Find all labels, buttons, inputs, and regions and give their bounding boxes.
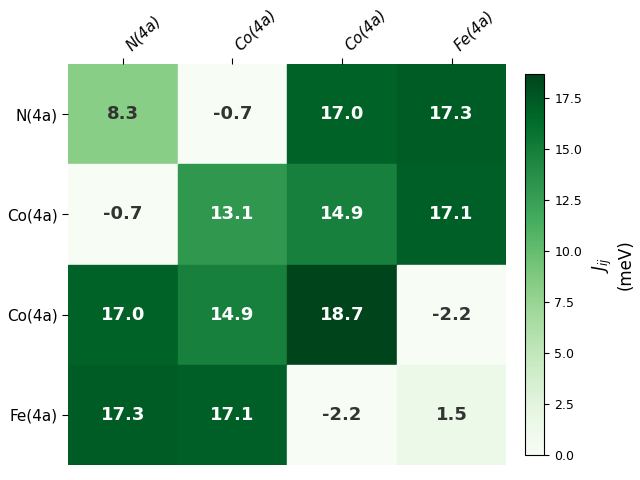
Bar (68, 64, 178, 164)
Bar (68, 365, 178, 465)
Text: 14.9: 14.9 (320, 205, 364, 224)
Bar (68, 164, 178, 264)
Y-axis label: $\mathit{J}_{ij}$
(meV): $\mathit{J}_{ij}$ (meV) (591, 239, 634, 290)
Bar (287, 64, 397, 164)
Bar (178, 365, 287, 465)
Bar (178, 264, 287, 365)
Bar (397, 64, 506, 164)
Text: -0.7: -0.7 (212, 105, 252, 123)
Bar (287, 164, 397, 264)
Bar (287, 264, 397, 365)
Text: 17.3: 17.3 (429, 105, 474, 123)
Text: -2.2: -2.2 (432, 306, 471, 324)
Text: 17.1: 17.1 (429, 205, 474, 224)
Text: 13.1: 13.1 (211, 205, 255, 224)
Bar (397, 164, 506, 264)
Bar (287, 365, 397, 465)
Text: 18.7: 18.7 (320, 306, 364, 324)
Text: 17.1: 17.1 (211, 406, 255, 424)
Text: 8.3: 8.3 (107, 105, 139, 123)
Text: -2.2: -2.2 (323, 406, 362, 424)
Text: 1.5: 1.5 (436, 406, 468, 424)
Text: 17.0: 17.0 (100, 306, 145, 324)
Bar (397, 365, 506, 465)
Bar (68, 264, 178, 365)
Bar (178, 164, 287, 264)
Bar (397, 264, 506, 365)
Text: 14.9: 14.9 (211, 306, 255, 324)
Bar (178, 64, 287, 164)
Text: 17.3: 17.3 (100, 406, 145, 424)
Text: 17.0: 17.0 (320, 105, 364, 123)
Text: -0.7: -0.7 (103, 205, 143, 224)
